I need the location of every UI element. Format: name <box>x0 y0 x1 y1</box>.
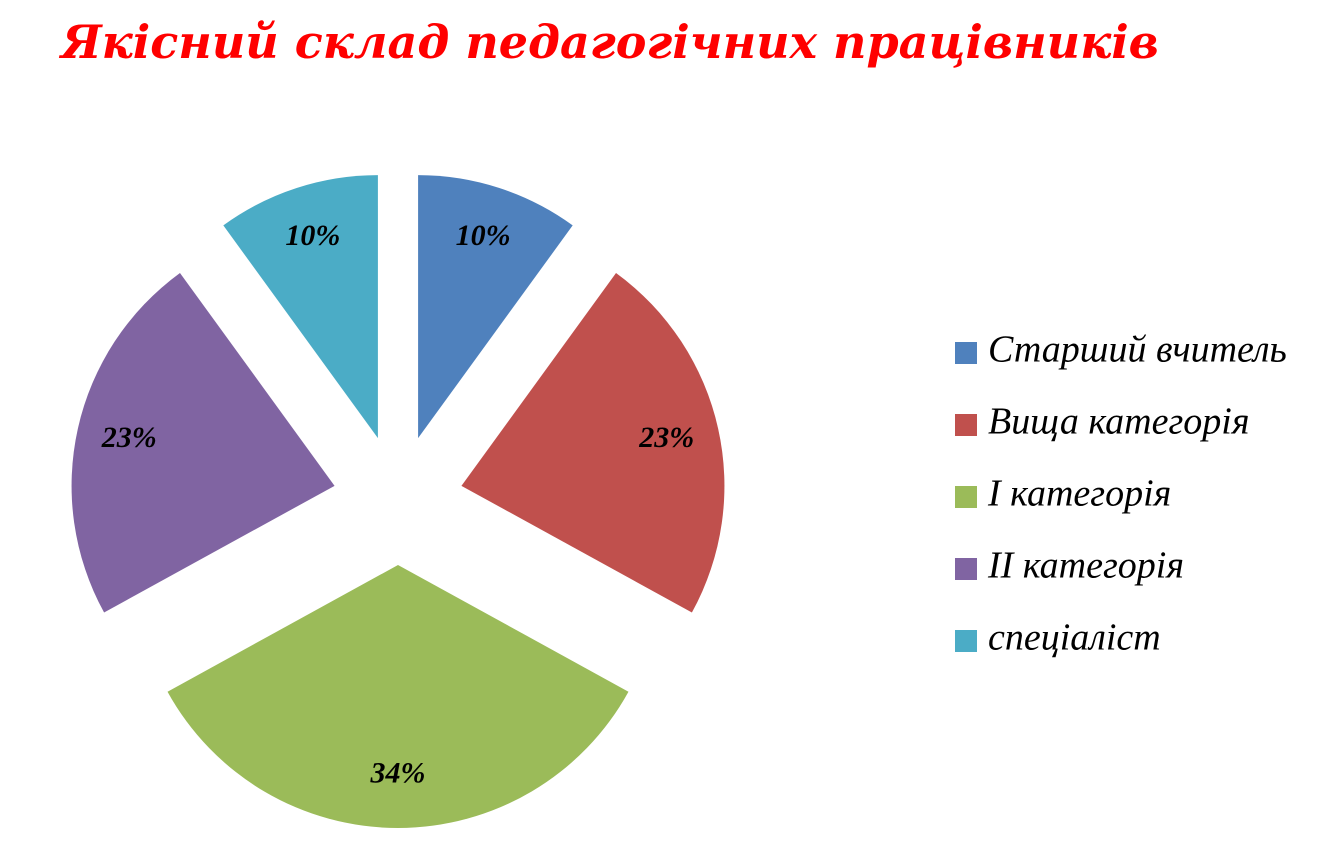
legend-swatch <box>955 414 977 436</box>
legend-swatch <box>955 558 977 580</box>
legend-label: ІІ категорія <box>987 545 1184 587</box>
legend-swatch <box>955 342 977 364</box>
legend-label: Вища категорія <box>988 401 1250 443</box>
chart-title: Якісний склад педагогічних працівників <box>58 15 1159 69</box>
pie-slice <box>223 175 378 439</box>
pie-slice <box>418 175 573 439</box>
value-label: 10% <box>456 219 511 252</box>
value-label: 34% <box>370 756 426 789</box>
pie-slice <box>167 565 629 829</box>
pie-slice <box>461 273 725 613</box>
legend-label: Старший вчитель <box>988 329 1287 371</box>
value-label: 23% <box>101 421 157 454</box>
value-label: 10% <box>285 219 340 252</box>
legend-swatch <box>955 630 977 652</box>
value-label: 23% <box>638 421 694 454</box>
legend-swatch <box>955 486 977 508</box>
legend-label: І категорія <box>987 473 1171 515</box>
pie-slice <box>71 273 335 613</box>
legend-label: спеціаліст <box>988 617 1161 659</box>
